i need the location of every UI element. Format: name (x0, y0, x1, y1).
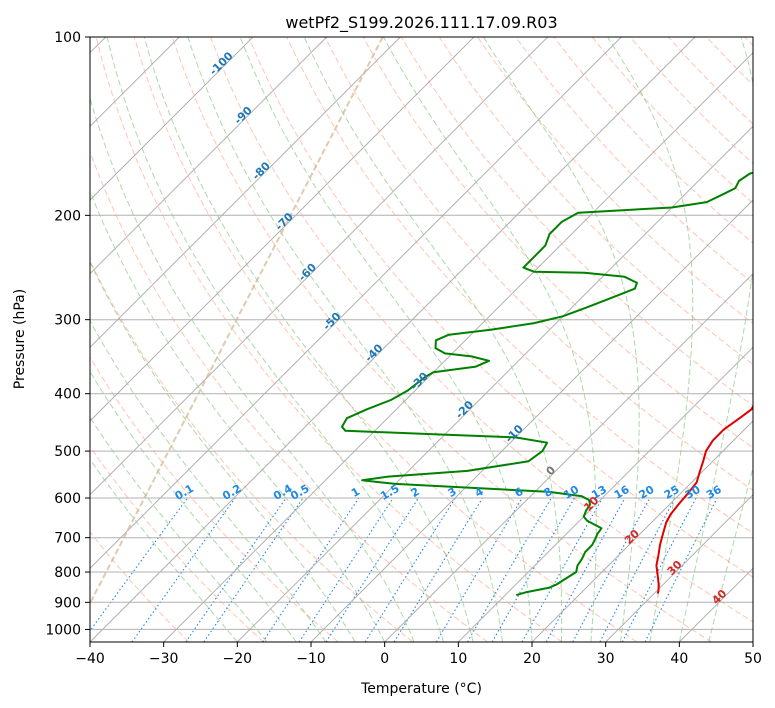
y-tick-label: 800 (54, 565, 81, 581)
dry-adiabat (171, 37, 712, 642)
dry-adiabat (133, 37, 638, 642)
dry-adiabats (90, 37, 753, 642)
plot-frame (89, 36, 754, 643)
isotherm-line (90, 37, 401, 349)
y-tick-label: 200 (54, 208, 81, 224)
isotherm-line (236, 125, 753, 642)
lcl-curve (90, 37, 384, 606)
isotherm-line (90, 37, 475, 422)
isotherm-line (531, 420, 753, 642)
x-tick-label: 20 (523, 651, 541, 667)
y-tick-label: 300 (54, 313, 81, 329)
isotherm-line (163, 51, 753, 642)
profile-series (341, 171, 753, 597)
moist-adiabat (90, 260, 356, 642)
y-tick-label: 600 (54, 491, 81, 507)
dry-adiabat (400, 37, 753, 407)
mixing-ratio-line (435, 497, 523, 642)
x-tick-label: 10 (449, 651, 467, 667)
x-tick-label: −40 (75, 651, 105, 667)
y-tick-label: 1000 (45, 622, 81, 638)
mixing-ratio-line (90, 497, 189, 632)
y-axis-ticks: 100 200 300 400 500 600 700 800 900 1000 (45, 30, 90, 638)
isotherm-line (90, 37, 696, 642)
moist-adiabat (143, 37, 474, 642)
x-tick-label: 40 (670, 651, 688, 667)
y-axis-label: Pressure (hPa) (12, 289, 28, 389)
moist-adiabat (239, 37, 533, 642)
isotherm-line (90, 37, 622, 570)
dry-adiabat (95, 37, 563, 642)
skewed-isotherms (90, 37, 753, 642)
isotherm-line (90, 37, 549, 496)
mixing-ratio-line (572, 497, 651, 642)
dry-adiabat (210, 37, 753, 623)
isotherm-line (605, 493, 753, 642)
x-tick-label: −20 (223, 651, 253, 667)
isotherm-line (457, 346, 753, 642)
chart-title: wetPf2_S199.2026.111.17.09.R03 (285, 13, 557, 33)
dry-adiabat (248, 37, 753, 578)
mixing-ratio-line (599, 497, 676, 642)
pressure-gridlines (90, 37, 753, 630)
dry-adiabat (90, 531, 190, 642)
moist-adiabat (678, 37, 753, 642)
mixing-ratio-line (621, 497, 697, 642)
isotherm-line (90, 37, 254, 201)
mixing-ratio-line (364, 497, 456, 642)
moist-adiabat (303, 37, 563, 642)
moist-adiabat (383, 37, 597, 642)
dry-adiabat (90, 356, 339, 642)
moist-adiabat (607, 37, 694, 642)
mixing-ratio-line (262, 497, 360, 642)
y-tick-label: 500 (54, 444, 81, 460)
y-tick-label: 700 (54, 531, 81, 547)
isotherm-line (90, 37, 328, 275)
temperature-profile-line (655, 404, 753, 594)
y-tick-label: 400 (54, 387, 81, 403)
mixing-ratio-lines (90, 497, 718, 642)
isotherm-line (310, 199, 753, 642)
x-tick-label: 0 (380, 651, 389, 667)
moist-adiabat (90, 458, 238, 642)
moist-adiabat (106, 37, 445, 642)
moist-adiabat (482, 37, 640, 642)
x-tick-label: −30 (149, 651, 179, 667)
y-tick-label: 100 (54, 30, 81, 46)
dry-adiabat (90, 445, 264, 642)
moist-adiabat (90, 189, 386, 642)
isotherm-line (384, 272, 753, 642)
x-tick-label: −10 (296, 651, 326, 667)
mixing-ratio-line (644, 497, 718, 642)
dry-adiabat (515, 37, 753, 284)
dry-adiabat (90, 150, 488, 642)
x-axis-ticks: −40 −30 −20 −10 0 10 20 30 40 50 (75, 642, 762, 667)
dry-adiabat (438, 37, 753, 366)
x-tick-label: 30 (597, 651, 615, 667)
dewpoint-profile-line (341, 171, 753, 597)
mixing-ratio-line (545, 497, 626, 642)
moist-adiabat (90, 416, 268, 642)
x-tick-label: 50 (744, 651, 762, 667)
y-tick-label: 900 (54, 595, 81, 611)
lcl-reference-curve (90, 37, 384, 606)
moist-adiabat (90, 370, 297, 642)
mixing-ratio-line (393, 497, 483, 642)
x-axis-label: Temperature (°C) (360, 681, 482, 697)
mixing-ratio-line (131, 497, 236, 642)
